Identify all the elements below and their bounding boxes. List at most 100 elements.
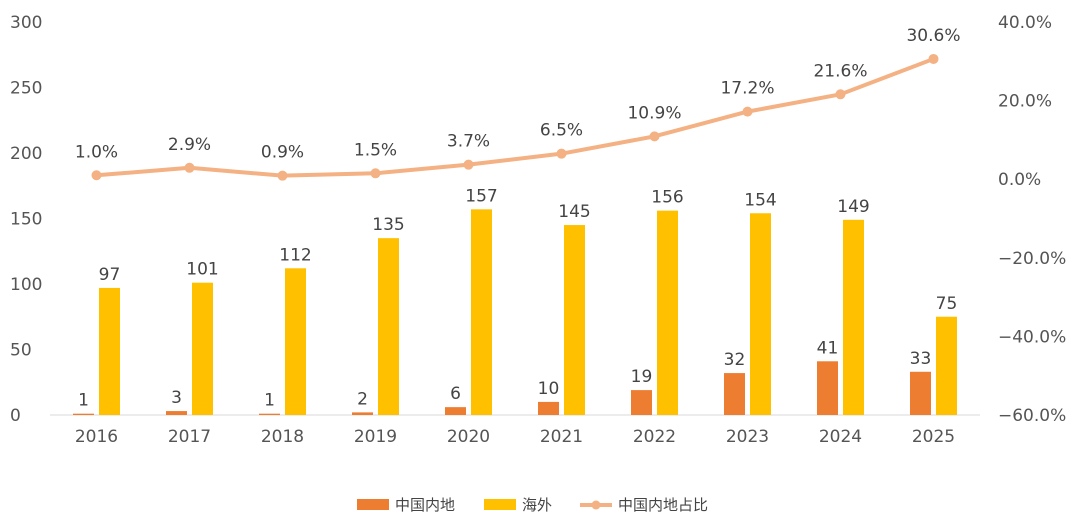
x-axis-tick-label: 2019 [354, 427, 397, 447]
bar-mainland [817, 361, 838, 415]
bar-overseas [99, 287, 120, 415]
right-axis-tick-label: 0.0% [998, 170, 1041, 190]
share-point [277, 170, 288, 181]
bar-overseas [378, 238, 399, 415]
share-value-label: 17.2% [720, 79, 774, 99]
bar-value-label-overseas: 145 [558, 202, 590, 222]
share-line [94, 56, 936, 178]
bar-overseas [564, 225, 585, 415]
bar-mainland [445, 407, 466, 415]
bar-overseas [285, 268, 306, 415]
share-value-label: 10.9% [627, 103, 681, 123]
x-axis-tick-label: 2024 [819, 427, 862, 447]
left-y-axis: 0 50 100 150 200 250 300 [10, 13, 42, 426]
bar-value-label-overseas: 157 [465, 186, 497, 206]
share-point [370, 168, 381, 179]
left-axis-tick-label: 0 [10, 406, 21, 426]
category-labels: 2016 2017 2018 2019 2020 2021 2022 2023 2024 2025 [75, 427, 955, 447]
bar-value-label-mainland: 2 [357, 389, 368, 409]
legend-swatch-mainland [357, 499, 389, 510]
x-axis-tick-label: 2017 [168, 427, 211, 447]
bar-value-label-mainland: 10 [538, 379, 560, 399]
bar-value-label-mainland: 32 [724, 350, 746, 370]
legend-marker-mainland-share [591, 500, 601, 510]
share-value-label: 1.0% [75, 142, 118, 162]
right-axis-tick-label: −20.0% [998, 249, 1066, 269]
share-point [649, 131, 660, 142]
bar-mainland [538, 401, 559, 415]
bar-mainland [631, 390, 652, 415]
share-value-label: 1.5% [354, 140, 397, 160]
left-axis-tick-label: 150 [10, 210, 42, 230]
left-axis-tick-label: 300 [10, 13, 42, 33]
bar-overseas [471, 209, 492, 415]
legend: 中国内地 海外 中国内地占比 [357, 496, 708, 514]
share-point [463, 159, 474, 170]
share-value-label: 6.5% [540, 121, 583, 141]
bar-value-label-overseas: 112 [279, 245, 311, 265]
x-axis-tick-label: 2022 [633, 427, 676, 447]
bar-mainland [724, 373, 745, 415]
line-layer: 1.0% 2.9% 0.9% 1.5% 3.7% 6.5% 10.9% 17.2% 21.6% 3… [75, 26, 961, 181]
bar-value-label-overseas: 97 [99, 265, 121, 285]
bar-value-label-mainland: 1 [264, 391, 275, 411]
left-axis-tick-label: 200 [10, 144, 42, 164]
share-point [91, 170, 102, 181]
share-value-label: 21.6% [813, 61, 867, 81]
bar-value-label-overseas: 75 [936, 294, 958, 314]
bar-value-label-overseas: 149 [837, 197, 869, 217]
right-axis-tick-label: −60.0% [998, 406, 1066, 426]
bar-mainland [910, 371, 931, 415]
x-axis-tick-label: 2025 [912, 427, 955, 447]
bar-value-label-mainland: 6 [450, 384, 461, 404]
x-axis-tick-label: 2016 [75, 427, 118, 447]
bar-value-label-overseas: 101 [186, 260, 218, 280]
bars-layer: 1 97 3 101 1 112 2 135 6 157 10 145 19 156 32 154 41 149 3… [73, 186, 957, 415]
bar-mainland [352, 412, 373, 415]
legend-swatch-overseas [484, 499, 516, 510]
bar-overseas [192, 282, 213, 415]
bar-value-label-overseas: 154 [744, 190, 776, 210]
share-point [556, 148, 567, 159]
bar-mainland [259, 413, 280, 415]
legend-item-mainland-share[interactable]: 中国内地占比 [580, 496, 708, 514]
bar-value-label-mainland: 1 [78, 391, 89, 411]
x-axis-tick-label: 2023 [726, 427, 769, 447]
bar-value-label-mainland: 3 [171, 388, 182, 408]
x-axis-tick-label: 2020 [447, 427, 490, 447]
bar-value-label-mainland: 41 [817, 338, 839, 358]
legend-item-mainland[interactable]: 中国内地 [357, 496, 455, 514]
bar-value-label-mainland: 19 [631, 367, 653, 387]
bar-overseas [843, 219, 864, 415]
bar-value-label-overseas: 156 [651, 188, 683, 208]
share-value-label: 2.9% [168, 135, 211, 155]
right-y-axis: −60.0% −40.0% −20.0% 0.0% 20.0% 40.0% [998, 13, 1066, 426]
right-axis-tick-label: 40.0% [998, 13, 1052, 33]
legend-item-overseas[interactable]: 海外 [484, 496, 552, 514]
legend-label-mainland-share: 中国内地占比 [618, 496, 708, 514]
bar-mainland [166, 411, 187, 415]
legend-label-mainland: 中国内地 [395, 496, 455, 514]
share-point [742, 106, 753, 117]
bar-overseas [750, 213, 771, 415]
bar-value-label-mainland: 33 [910, 349, 932, 369]
x-axis-tick-label: 2018 [261, 427, 304, 447]
left-axis-tick-label: 100 [10, 275, 42, 295]
share-point [928, 53, 939, 64]
left-axis-tick-label: 250 [10, 79, 42, 99]
share-point [835, 89, 846, 100]
bar-mainland [73, 413, 94, 415]
legend-label-overseas: 海外 [522, 496, 552, 514]
right-axis-tick-label: 20.0% [998, 92, 1052, 112]
bar-value-label-overseas: 135 [372, 215, 404, 235]
bar-overseas [657, 210, 678, 415]
share-value-label: 0.9% [261, 143, 304, 163]
x-axis-tick-label: 2021 [540, 427, 583, 447]
share-value-label: 30.6% [906, 26, 960, 46]
bar-overseas [936, 316, 957, 415]
right-axis-tick-label: −40.0% [998, 327, 1066, 347]
share-point [184, 162, 195, 173]
share-value-label: 3.7% [447, 132, 490, 152]
left-axis-tick-label: 50 [10, 341, 32, 361]
